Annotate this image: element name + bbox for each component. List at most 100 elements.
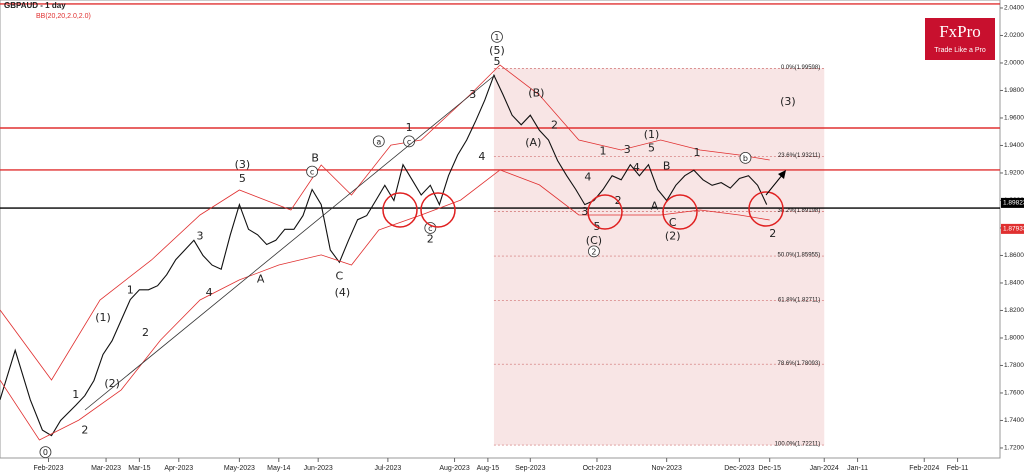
wave-label: 2	[551, 118, 558, 131]
wave-label: 2	[142, 326, 149, 339]
x-tick-label: May-14	[267, 465, 290, 472]
wave-label: 1	[600, 144, 607, 157]
price-line	[0, 73, 768, 437]
wave-label: 1	[72, 388, 79, 401]
annotation-circle	[39, 446, 52, 458]
fib-label: 78.6%(1.78093)	[778, 361, 821, 367]
chart-title: GBPAUD - 1 day	[4, 1, 66, 10]
highlight-circles	[382, 191, 784, 230]
price-label-box	[1001, 197, 1024, 208]
x-tick-label: Dec-2023	[724, 465, 754, 472]
fib-box	[493, 68, 825, 446]
y-tick-label: 1.76000	[1004, 390, 1024, 397]
y-tick-label: 1.78000	[1004, 362, 1024, 369]
wave-label: A	[257, 272, 265, 285]
bollinger-band	[0, 169, 770, 441]
wave-label: (A)	[525, 136, 541, 149]
wave-label: (3)	[235, 158, 251, 171]
wave-label: 4	[478, 150, 485, 163]
highlight-circle	[748, 191, 784, 227]
y-tick-label: 2.00000	[1004, 60, 1024, 67]
fib-label: 23.6%(1.93211)	[778, 153, 820, 159]
highlight-circle	[587, 194, 623, 230]
trend-line	[84, 74, 496, 411]
wave-label: 3	[624, 143, 631, 156]
wave-label: 2	[427, 232, 434, 245]
highlight-circle	[382, 192, 418, 228]
x-tick-label: Dec-15	[758, 465, 781, 472]
price-label-box	[1001, 223, 1024, 234]
wave-label: (4)	[335, 286, 351, 299]
y-tick-label: 1.86000	[1004, 252, 1024, 259]
highlight-circle	[420, 192, 456, 228]
x-tick-label: Jan-11	[847, 465, 868, 472]
price-label: 1.89823	[1003, 200, 1024, 207]
price-label: 1.87933	[1003, 226, 1024, 233]
highlight-circle	[662, 194, 698, 230]
wave-label: B	[311, 151, 319, 164]
logo: FxPro	[939, 22, 981, 41]
annotation-circle	[491, 30, 503, 43]
x-tick-label: Aug-15	[477, 465, 500, 472]
wave-label: B	[663, 160, 671, 173]
wave-label: A	[651, 199, 659, 212]
y-tick-label: 1.74000	[1004, 417, 1024, 424]
y-tick-label: 1.96000	[1004, 115, 1024, 122]
x-tick-label: Mar-15	[128, 465, 150, 472]
fib-label: 61.8%(1.82711)	[778, 297, 820, 303]
wave-label: 5	[648, 142, 655, 155]
wave-label: (2)	[665, 230, 681, 243]
x-tick-label: Aug-2023	[439, 465, 469, 472]
fib-label: 38.2%(1.89198)	[778, 208, 821, 214]
x-tick-label: Feb-11	[947, 465, 969, 472]
y-tick-label: 2.04000	[1004, 5, 1024, 12]
wave-label: (5)	[489, 44, 505, 57]
wave-label: 3	[197, 230, 204, 243]
annotation-circle	[403, 135, 415, 148]
annotation-circle	[424, 222, 437, 234]
x-tick-label: Sep-2023	[515, 465, 545, 472]
wave-label: b	[743, 154, 748, 163]
wave-label: c	[310, 168, 314, 177]
wave-label: 2	[81, 424, 88, 437]
wave-label: 4	[584, 171, 591, 184]
wave-label: (B)	[528, 87, 544, 100]
wave-label: 4	[206, 286, 213, 299]
wave-label: 4	[633, 161, 640, 174]
x-tick-label: May-2023	[224, 465, 255, 472]
x-tick-label: Feb-2023	[34, 465, 64, 472]
annotation-circle	[372, 135, 385, 148]
x-tick-label: Feb-2024	[909, 465, 939, 472]
annotation-circle	[306, 165, 319, 178]
wave-label: (3)	[780, 95, 796, 108]
annotation-circle	[739, 151, 752, 164]
x-tick-label: Jun-2023	[304, 465, 333, 472]
wave-label: C	[669, 216, 677, 229]
logo-box	[925, 18, 995, 60]
background-layer: 0.0%(1.99598) 23.6%(1.93211) 38.2%(1.89198…	[34, 5, 1024, 472]
arrow	[765, 173, 784, 196]
y-tick-label: 1.94000	[1004, 142, 1024, 149]
y-tick-label: 1.82000	[1004, 307, 1024, 314]
x-tick-label: Jul-2023	[374, 465, 401, 472]
fib-label: 0.0%(1.99598)	[781, 65, 820, 71]
wave-label: 1	[127, 283, 134, 296]
y-tick-label: 2.02000	[1004, 32, 1024, 39]
fib-label: 50.0%(1.85955)	[778, 253, 821, 259]
chart-subtitle: BB(20,20,2.0,2.0)	[36, 13, 91, 20]
y-tick-label: 1.80000	[1004, 335, 1024, 342]
wave-label: 0	[43, 448, 48, 457]
wave-label: c	[407, 137, 411, 146]
wave-label: 1	[406, 121, 413, 134]
x-tick-label: Nov-2023	[651, 465, 681, 472]
wave-label: 2	[591, 247, 596, 256]
wave-label: c	[428, 224, 432, 233]
wave-label: 2	[769, 227, 776, 240]
x-tick-label: Apr-2023	[164, 465, 193, 472]
marks-layer: 1.898231.87933012(1)(2)1234(3)5ABC(4)121…	[0, 3, 1024, 458]
logo-tagline: Trade Like a Pro	[934, 47, 986, 54]
wave-label: 5	[239, 172, 246, 185]
x-tick-label: Mar-2023	[91, 465, 121, 472]
annotation-circle	[588, 245, 600, 258]
wave-label: 1	[693, 146, 700, 159]
